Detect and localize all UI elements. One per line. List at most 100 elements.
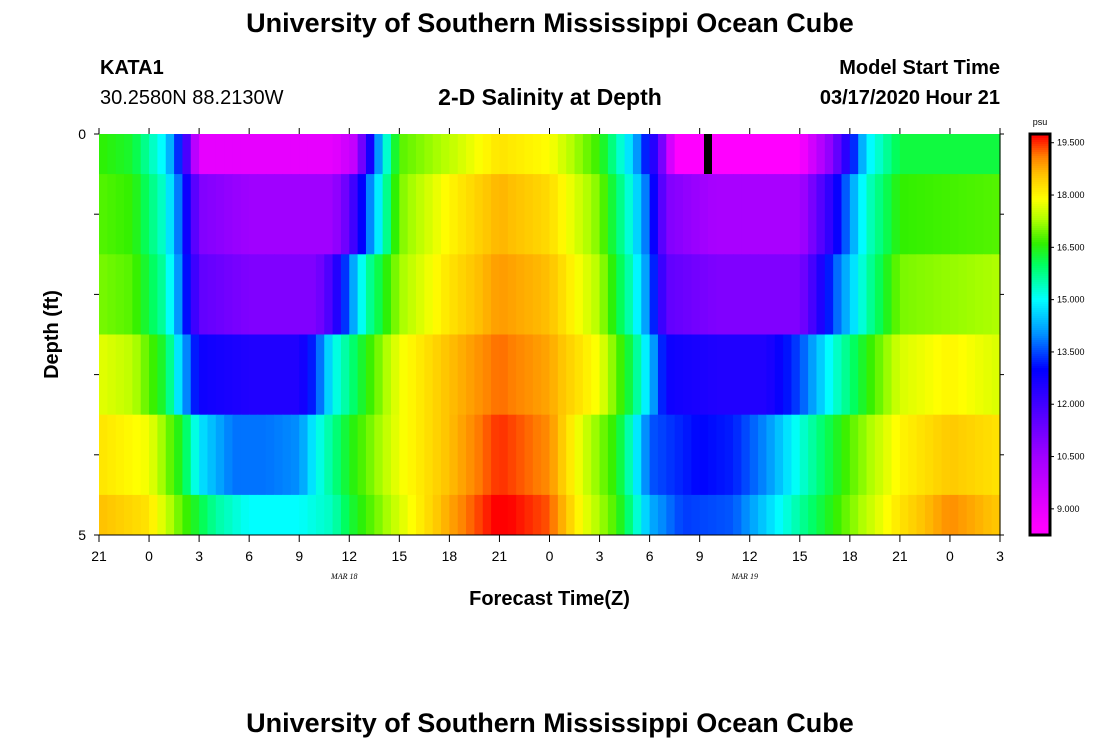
colorbar-swatch xyxy=(1030,146,1050,149)
colorbar-swatch xyxy=(1030,430,1050,433)
heatmap-cell xyxy=(182,414,192,496)
heatmap-cell xyxy=(149,334,158,416)
x-tick-label: 18 xyxy=(442,548,458,564)
heatmap-cell xyxy=(532,334,542,416)
heatmap-cell xyxy=(808,174,818,255)
heatmap-cell xyxy=(507,494,517,536)
heatmap-cell xyxy=(783,134,793,175)
heatmap-cell xyxy=(157,494,167,536)
heatmap-cell xyxy=(240,334,250,416)
heatmap-cell xyxy=(924,494,934,536)
heatmap-cell xyxy=(566,494,576,536)
colorbar-swatch xyxy=(1030,346,1050,349)
heatmap-cell xyxy=(324,174,334,255)
heatmap-cell xyxy=(491,134,501,175)
colorbar-swatch xyxy=(1030,318,1050,321)
colorbar-swatch xyxy=(1030,138,1050,141)
colorbar-swatch xyxy=(1030,328,1050,331)
colorbar-swatch xyxy=(1030,198,1050,201)
heatmap-cell xyxy=(340,254,350,335)
heatmap-cell xyxy=(324,414,334,496)
heatmap-cell xyxy=(157,414,167,496)
colorbar-swatch xyxy=(1030,426,1050,429)
heatmap-cell xyxy=(349,174,359,255)
heatmap-cell xyxy=(466,134,476,175)
colorbar-swatch xyxy=(1030,322,1050,325)
colorbar-swatch xyxy=(1030,224,1050,227)
colorbar-swatch xyxy=(1030,152,1050,155)
colorbar-swatch xyxy=(1030,222,1050,225)
heatmap-cell xyxy=(599,494,609,536)
heatmap-cell xyxy=(908,174,918,255)
heatmap-cell xyxy=(899,334,909,416)
heatmap-cell xyxy=(741,134,751,175)
heatmap-cell xyxy=(324,134,334,175)
colorbar-swatch xyxy=(1030,530,1050,533)
colorbar-swatch xyxy=(1030,280,1050,283)
heatmap-cell xyxy=(199,174,209,255)
colorbar-swatch xyxy=(1030,264,1050,267)
heatmap-cell xyxy=(799,174,809,255)
heatmap-cell xyxy=(941,494,951,536)
heatmap-cell xyxy=(549,174,559,255)
heatmap-cell xyxy=(983,414,993,496)
heatmap-cell xyxy=(791,494,801,536)
heatmap-cell xyxy=(107,134,117,175)
heatmap-cell xyxy=(766,414,776,496)
heatmap-cell xyxy=(290,334,300,416)
heatmap-cell xyxy=(207,414,217,496)
heatmap-cell xyxy=(682,334,692,416)
heatmap-cell xyxy=(157,334,167,416)
colorbar-swatch xyxy=(1030,442,1050,445)
colorbar-swatch xyxy=(1030,380,1050,383)
heatmap-cell xyxy=(466,414,476,496)
colorbar-swatch xyxy=(1030,386,1050,389)
heatmap-cell xyxy=(874,334,884,416)
heatmap-cell xyxy=(632,494,642,536)
heatmap-cell xyxy=(315,174,325,255)
heatmap-cell xyxy=(224,134,234,175)
heatmap-cell xyxy=(774,174,784,255)
heatmap-cell xyxy=(974,254,984,335)
colorbar-swatch xyxy=(1030,466,1050,469)
heatmap-cell xyxy=(390,334,400,416)
heatmap-cell xyxy=(124,494,133,536)
heatmap-cell xyxy=(933,494,943,536)
heatmap-cell xyxy=(866,334,876,416)
heatmap-cell xyxy=(174,494,184,536)
heatmap-cell xyxy=(783,494,793,536)
heatmap-cell xyxy=(866,174,876,255)
colorbar-swatch xyxy=(1030,256,1050,259)
colorbar-swatch xyxy=(1030,422,1050,425)
heatmap-cell xyxy=(507,134,517,175)
heatmap-cell xyxy=(933,174,943,255)
heatmap-cell xyxy=(482,334,492,416)
heatmap-cell xyxy=(808,414,818,496)
heatmap-cell xyxy=(708,174,717,255)
heatmap-cell xyxy=(674,254,684,335)
heatmap-cell xyxy=(582,334,592,416)
colorbar-swatch xyxy=(1030,520,1050,523)
heatmap-cell xyxy=(416,174,425,255)
heatmap-cell xyxy=(557,494,567,536)
heatmap-cell xyxy=(733,254,742,335)
heatmap-cell xyxy=(290,414,300,496)
heatmap-cell xyxy=(657,334,667,416)
heatmap-cell xyxy=(799,254,809,335)
heatmap-cell xyxy=(190,494,200,536)
heatmap-cell xyxy=(340,134,350,175)
colorbar-swatch xyxy=(1030,236,1050,239)
heatmap-cell xyxy=(883,254,893,335)
heatmap-cell xyxy=(607,334,617,416)
heatmap-cell xyxy=(858,334,868,416)
colorbar-swatch xyxy=(1030,402,1050,405)
heatmap-cell xyxy=(207,134,217,175)
colorbar-swatch xyxy=(1030,382,1050,385)
heatmap-cell xyxy=(682,254,692,335)
heatmap-cell xyxy=(774,334,784,416)
heatmap-cell xyxy=(891,414,901,496)
heatmap-cell xyxy=(174,414,184,496)
heatmap-cell xyxy=(299,414,309,496)
heatmap-cell xyxy=(941,134,951,175)
colorbar-swatch xyxy=(1030,362,1050,365)
